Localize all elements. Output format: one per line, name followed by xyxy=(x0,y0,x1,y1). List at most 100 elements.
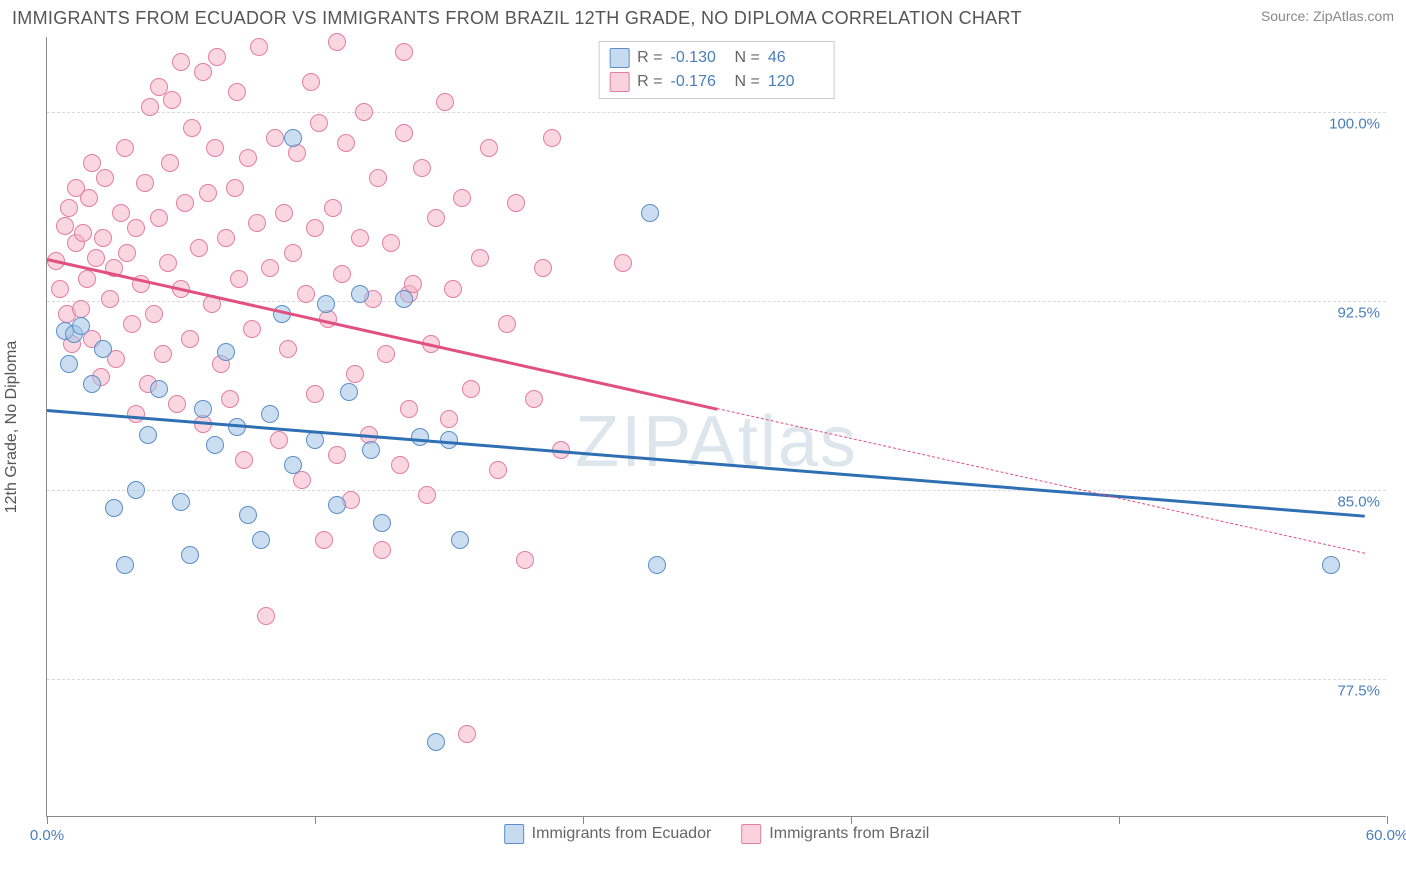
data-point xyxy=(377,345,395,363)
data-point xyxy=(235,451,253,469)
data-point xyxy=(451,531,469,549)
data-point xyxy=(270,431,288,449)
data-point xyxy=(498,315,516,333)
data-point xyxy=(351,229,369,247)
data-point xyxy=(183,119,201,137)
data-point xyxy=(369,169,387,187)
data-point xyxy=(105,499,123,517)
data-point xyxy=(127,219,145,237)
data-point xyxy=(328,496,346,514)
data-point xyxy=(471,249,489,267)
data-point xyxy=(176,194,194,212)
data-point xyxy=(228,83,246,101)
stat-n-value: 46 xyxy=(768,49,824,67)
stat-label: N = xyxy=(735,73,760,91)
data-point xyxy=(72,317,90,335)
data-point xyxy=(208,48,226,66)
data-point xyxy=(395,290,413,308)
data-point xyxy=(257,607,275,625)
data-point xyxy=(87,249,105,267)
y-tick-label: 77.5% xyxy=(1337,682,1380,699)
data-point xyxy=(206,139,224,157)
data-point xyxy=(306,219,324,237)
source-attribution: Source: ZipAtlas.com xyxy=(1261,8,1394,24)
data-point xyxy=(139,426,157,444)
data-point xyxy=(60,199,78,217)
stat-r-value: -0.130 xyxy=(671,49,727,67)
x-tick xyxy=(1119,816,1120,824)
data-point xyxy=(391,456,409,474)
data-point xyxy=(80,189,98,207)
data-point xyxy=(453,189,471,207)
data-point xyxy=(641,204,659,222)
data-point xyxy=(243,320,261,338)
x-tick xyxy=(47,816,48,824)
legend-label: Immigrants from Brazil xyxy=(769,825,929,843)
data-point xyxy=(1322,556,1340,574)
data-point xyxy=(328,33,346,51)
data-point xyxy=(181,330,199,348)
data-point xyxy=(127,405,145,423)
stats-row: R = -0.176 N = 120 xyxy=(609,70,824,94)
data-point xyxy=(418,486,436,504)
data-point xyxy=(252,531,270,549)
data-point xyxy=(525,390,543,408)
data-point xyxy=(489,461,507,479)
data-point xyxy=(161,154,179,172)
swatch-icon xyxy=(504,824,524,844)
data-point xyxy=(507,194,525,212)
data-point xyxy=(118,244,136,262)
data-point xyxy=(411,428,429,446)
data-point xyxy=(413,159,431,177)
gridline xyxy=(47,679,1386,680)
data-point xyxy=(150,380,168,398)
data-point xyxy=(261,259,279,277)
data-point xyxy=(275,204,293,222)
data-point xyxy=(250,38,268,56)
data-point xyxy=(373,541,391,559)
x-tick xyxy=(851,816,852,824)
data-point xyxy=(168,395,186,413)
data-point xyxy=(145,305,163,323)
data-point xyxy=(163,91,181,109)
data-point xyxy=(293,471,311,489)
data-point xyxy=(427,733,445,751)
data-point xyxy=(534,259,552,277)
x-tick xyxy=(583,816,584,824)
data-point xyxy=(284,129,302,147)
y-tick-label: 92.5% xyxy=(1337,305,1380,322)
data-point xyxy=(74,224,92,242)
data-point xyxy=(123,315,141,333)
stat-label: N = xyxy=(735,49,760,67)
y-tick-label: 85.0% xyxy=(1337,493,1380,510)
x-tick xyxy=(315,816,316,824)
data-point xyxy=(221,390,239,408)
legend-item: Immigrants from Ecuador xyxy=(504,824,712,844)
data-point xyxy=(516,551,534,569)
stat-label: R = xyxy=(637,73,662,91)
stat-r-value: -0.176 xyxy=(671,73,727,91)
data-point xyxy=(333,265,351,283)
data-point xyxy=(226,179,244,197)
plot-area: ZIPAtlas R = -0.130 N = 46 R = -0.176 N … xyxy=(46,37,1386,817)
data-point xyxy=(83,375,101,393)
stats-legend: R = -0.130 N = 46 R = -0.176 N = 120 xyxy=(598,41,835,99)
legend-item: Immigrants from Brazil xyxy=(741,824,929,844)
y-tick-label: 100.0% xyxy=(1329,116,1380,133)
data-point xyxy=(306,385,324,403)
data-point xyxy=(310,114,328,132)
data-point xyxy=(83,154,101,172)
chart-header: IMMIGRANTS FROM ECUADOR VS IMMIGRANTS FR… xyxy=(0,0,1406,35)
data-point xyxy=(116,139,134,157)
data-point xyxy=(266,129,284,147)
data-point xyxy=(172,53,190,71)
data-point xyxy=(96,169,114,187)
data-point xyxy=(440,410,458,428)
data-point xyxy=(400,400,418,418)
data-point xyxy=(217,229,235,247)
data-point xyxy=(94,229,112,247)
data-point xyxy=(302,73,320,91)
data-point xyxy=(614,254,632,272)
data-point xyxy=(315,531,333,549)
y-axis-label: 12th Grade, No Diploma xyxy=(3,341,21,514)
